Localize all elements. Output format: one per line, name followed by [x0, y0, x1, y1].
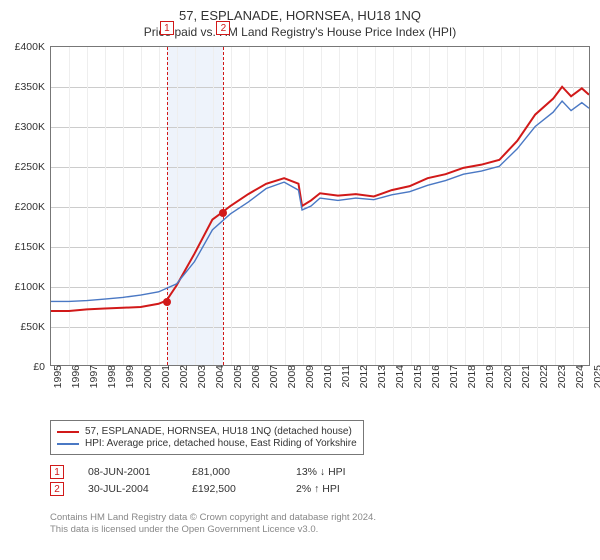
- legend-swatch-icon: [57, 443, 79, 445]
- chart-subtitle: Price paid vs. HM Land Registry's House …: [0, 25, 600, 39]
- footer-line-2: This data is licensed under the Open Gov…: [50, 524, 376, 536]
- x-tick-label: 2002: [172, 365, 190, 388]
- event-delta: 2% ↑ HPI: [296, 483, 376, 495]
- x-tick-label: 2005: [226, 365, 244, 388]
- x-tick-label: 2023: [550, 365, 568, 388]
- legend-label: HPI: Average price, detached house, East…: [85, 438, 357, 449]
- event-row: 2 30-JUL-2004 £192,500 2% ↑ HPI: [50, 482, 376, 496]
- event-number-box: 1: [163, 43, 171, 51]
- x-tick-label: 2015: [406, 365, 424, 388]
- series-hpi: [51, 101, 589, 301]
- event-row-number: 2: [50, 482, 64, 496]
- x-tick-label: 2011: [334, 365, 352, 388]
- event-date: 08-JUN-2001: [88, 466, 168, 478]
- footer-line-1: Contains HM Land Registry data © Crown c…: [50, 512, 376, 524]
- x-tick-label: 1996: [64, 365, 82, 388]
- x-tick-label: 2013: [370, 365, 388, 388]
- event-number-label: 2: [216, 21, 230, 35]
- x-tick-label: 2018: [460, 365, 478, 388]
- x-tick-label: 1999: [118, 365, 136, 388]
- event-annotations: 1 08-JUN-2001 £81,000 13% ↓ HPI 2 30-JUL-2004…: [50, 462, 376, 499]
- y-tick-label: £400K: [15, 41, 51, 53]
- x-tick-label: 2016: [424, 365, 442, 388]
- x-tick-label: 2019: [478, 365, 496, 388]
- x-tick-label: 1998: [100, 365, 118, 388]
- event-marker: [219, 209, 227, 217]
- event-delta: 13% ↓ HPI: [296, 466, 376, 478]
- y-tick-label: £300K: [15, 121, 51, 133]
- event-price: £81,000: [192, 466, 272, 478]
- event-number-label: 1: [160, 21, 174, 35]
- x-tick-label: 2025: [586, 365, 600, 388]
- x-tick-label: 2007: [262, 365, 280, 388]
- event-dot-icon: [219, 209, 227, 217]
- x-tick-label: 2024: [568, 365, 586, 388]
- x-tick-label: 2014: [388, 365, 406, 388]
- y-tick-label: £100K: [15, 281, 51, 293]
- event-row: 1 08-JUN-2001 £81,000 13% ↓ HPI: [50, 465, 376, 479]
- y-tick-label: £150K: [15, 241, 51, 253]
- x-tick-label: 2010: [316, 365, 334, 388]
- y-tick-label: £250K: [15, 161, 51, 173]
- event-price: £192,500: [192, 483, 272, 495]
- event-marker: [163, 298, 171, 306]
- x-tick-label: 2012: [352, 365, 370, 388]
- x-tick-label: 2009: [298, 365, 316, 388]
- x-tick-label: 2003: [190, 365, 208, 388]
- x-tick-label: 2006: [244, 365, 262, 388]
- event-dot-icon: [163, 298, 171, 306]
- legend-label: 57, ESPLANADE, HORNSEA, HU18 1NQ (detach…: [85, 426, 352, 437]
- legend-row: 57, ESPLANADE, HORNSEA, HU18 1NQ (detach…: [57, 426, 357, 437]
- chart-series: [51, 47, 589, 365]
- x-tick-label: 2008: [280, 365, 298, 388]
- chart-title: 57, ESPLANADE, HORNSEA, HU18 1NQ: [0, 8, 600, 23]
- chart-plot-area: £0£50K£100K£150K£200K£250K£300K£350K£400…: [50, 46, 590, 366]
- y-tick-label: £200K: [15, 201, 51, 213]
- y-tick-label: £50K: [20, 321, 51, 333]
- legend-row: HPI: Average price, detached house, East…: [57, 438, 357, 449]
- x-tick-label: 1995: [46, 365, 64, 388]
- x-tick-label: 2021: [514, 365, 532, 388]
- x-tick-label: 2017: [442, 365, 460, 388]
- event-date: 30-JUL-2004: [88, 483, 168, 495]
- legend-swatch-icon: [57, 431, 79, 433]
- x-tick-label: 2020: [496, 365, 514, 388]
- event-number-box: 2: [219, 43, 227, 51]
- x-tick-label: 2000: [136, 365, 154, 388]
- x-tick-label: 1997: [82, 365, 100, 388]
- x-tick-label: 2022: [532, 365, 550, 388]
- chart-legend: 57, ESPLANADE, HORNSEA, HU18 1NQ (detach…: [50, 420, 364, 455]
- y-tick-label: £350K: [15, 81, 51, 93]
- chart-footer: Contains HM Land Registry data © Crown c…: [50, 512, 376, 537]
- event-row-number: 1: [50, 465, 64, 479]
- x-tick-label: 2004: [208, 365, 226, 388]
- x-tick-label: 2001: [154, 365, 172, 388]
